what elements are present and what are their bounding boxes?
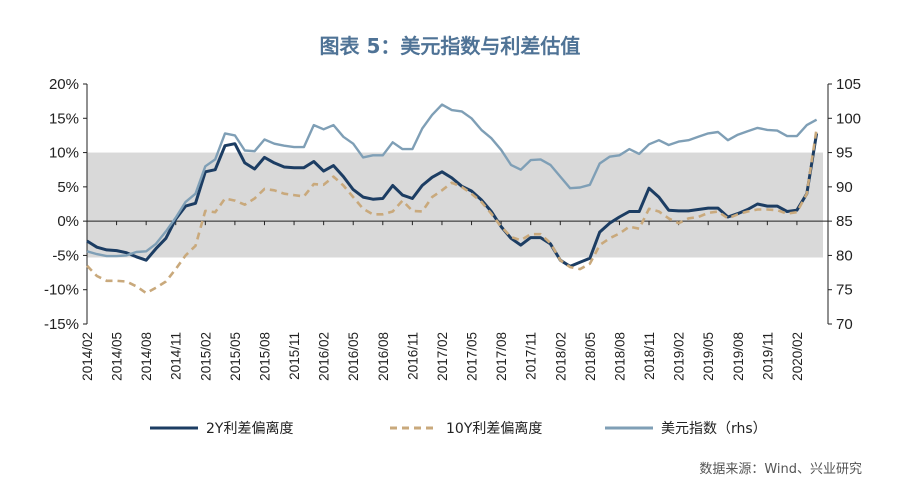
right-tick-label: 100 <box>836 110 861 127</box>
right-tick-label: 80 <box>836 247 853 264</box>
x-tick-label: 2018/08 <box>612 332 627 381</box>
left-tick-label: 5% <box>57 179 79 196</box>
right-tick-label: 90 <box>836 179 853 196</box>
x-tick-label: 2015/02 <box>198 332 213 381</box>
series-line-2 <box>86 103 818 258</box>
x-tick-label: 2019/02 <box>672 332 687 381</box>
left-tick-label: 10% <box>49 145 79 162</box>
x-tick-label: 2019/05 <box>701 332 716 381</box>
right-tick-label: 70 <box>836 316 853 333</box>
x-tick-label: 2018/05 <box>583 332 598 381</box>
source-note: 数据来源：Wind、兴业研究 <box>699 462 862 477</box>
x-tick-label: 2017/11 <box>524 332 539 380</box>
x-tick-label: 2017/02 <box>435 332 450 381</box>
left-tick-label: 15% <box>49 110 79 127</box>
x-tick-label: 2014/11 <box>169 332 184 380</box>
x-tick-label: 2014/05 <box>110 332 125 381</box>
x-tick-label: 2016/05 <box>346 332 361 381</box>
shaded-band <box>87 152 823 258</box>
x-tick-label: 2020/02 <box>790 332 805 381</box>
x-tick-label: 2016/08 <box>376 332 391 381</box>
legend-label-0: 2Y利差偏离度 <box>206 420 293 437</box>
x-tick-label: 2014/08 <box>139 332 154 381</box>
legend-label-1: 10Y利差偏离度 <box>446 420 542 437</box>
chart-title: 图表 5：美元指数与利差估值 <box>319 34 581 58</box>
x-tick-label: 2019/08 <box>731 332 746 381</box>
legend-label-2: 美元指数（rhs） <box>661 421 767 437</box>
x-tick-label: 2018/02 <box>553 332 568 381</box>
x-tick-label: 2015/05 <box>228 332 243 381</box>
x-tick-label: 2017/05 <box>465 332 480 381</box>
left-tick-label: 20% <box>49 76 79 93</box>
x-tick-label: 2019/11 <box>760 332 775 380</box>
right-tick-label: 105 <box>836 76 861 93</box>
x-tick-label: 2016/02 <box>317 332 332 381</box>
right-tick-label: 95 <box>836 145 853 162</box>
left-tick-label: -15% <box>44 316 79 333</box>
x-tick-label: 2014/02 <box>80 332 95 381</box>
right-tick-label: 75 <box>836 282 853 299</box>
x-tick-label: 2015/11 <box>287 332 302 380</box>
x-tick-label: 2018/11 <box>642 332 657 380</box>
left-tick-label: -5% <box>52 247 79 264</box>
left-tick-label: 0% <box>57 213 79 230</box>
right-tick-label: 85 <box>836 213 853 230</box>
x-tick-label: 2015/08 <box>257 332 272 381</box>
left-tick-label: -10% <box>44 282 79 299</box>
series-line-1 <box>86 128 818 295</box>
x-tick-label: 2017/08 <box>494 332 509 381</box>
series-line-0 <box>86 133 819 268</box>
x-tick-label: 2016/11 <box>405 332 420 380</box>
